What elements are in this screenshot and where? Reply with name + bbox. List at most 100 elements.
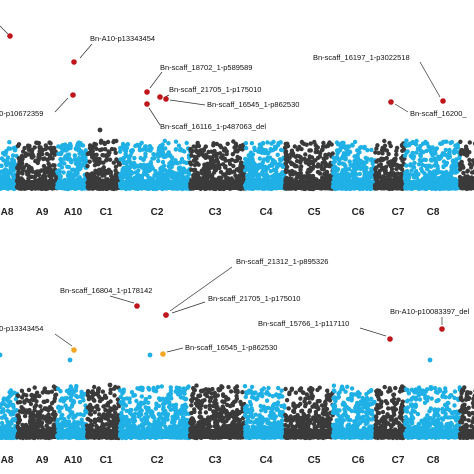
snp-point — [137, 147, 143, 153]
snp-point — [47, 140, 52, 145]
snp-point — [441, 151, 447, 156]
snp-point — [46, 161, 51, 166]
snp-point — [1, 397, 6, 402]
snp-point — [298, 165, 303, 171]
snp-point — [111, 176, 116, 181]
snp-point — [159, 169, 164, 174]
snp-point — [225, 141, 230, 146]
snp-point — [147, 168, 152, 173]
highlighted-snp — [440, 98, 446, 104]
chromosome-label: A8 — [1, 207, 14, 218]
snp-point — [230, 152, 235, 157]
snp-point — [160, 159, 166, 165]
snp-point — [404, 163, 409, 168]
snp-point — [447, 147, 452, 153]
snp-point — [112, 147, 117, 152]
highlighted-snp — [7, 33, 13, 39]
top-snp-points — [0, 127, 474, 192]
snp-point — [171, 161, 177, 166]
snp-point — [406, 143, 412, 148]
snp-point — [273, 145, 278, 150]
chromosome-label: C6 — [352, 207, 365, 218]
snp-point — [278, 147, 284, 153]
snp-point — [87, 159, 92, 164]
snp-point — [465, 169, 470, 174]
snp-point — [176, 165, 182, 171]
highlighted-snp — [163, 96, 169, 102]
snp-point — [212, 163, 217, 168]
snp-point — [377, 163, 382, 168]
snp-point — [85, 163, 90, 169]
snp-point — [18, 164, 23, 169]
snp-point — [192, 162, 198, 168]
snp-point — [27, 143, 32, 149]
snp-point — [125, 142, 131, 147]
top-annotations: Bn-A10-p1334345410-p10672359Bn-scaff_187… — [0, 25, 467, 131]
snp-point — [119, 145, 125, 150]
snp-point — [322, 156, 327, 161]
snp-point — [357, 164, 362, 169]
snp-point — [113, 172, 118, 177]
snp-point — [136, 168, 141, 173]
snp-point — [319, 165, 324, 170]
snp-point — [467, 157, 472, 163]
snp-point — [388, 143, 393, 149]
snp-point — [166, 141, 171, 146]
snp-point — [248, 155, 253, 160]
top-manhattan-panel: A8 A9 A10 C1 C2 C3 C4 C5 C6 C7 C8 Bn-A10-p13343454… — [0, 25, 474, 218]
snp-point — [194, 175, 199, 181]
snp-point — [91, 156, 97, 161]
snp-point — [204, 163, 209, 168]
snp-point — [188, 162, 194, 167]
snp-point — [65, 157, 71, 162]
snp-point — [404, 138, 409, 143]
snp-point — [331, 160, 336, 165]
snp-annotation-label: Bn-scaff_18702_1-p589589 — [160, 63, 252, 72]
snp-point — [275, 152, 280, 157]
snp-point — [339, 140, 345, 146]
snp-point — [343, 144, 348, 149]
snp-point — [0, 172, 2, 178]
snp-baseline-band — [0, 180, 17, 190]
snp-point — [362, 145, 367, 151]
snp-point — [277, 172, 283, 177]
snp-point — [4, 162, 9, 168]
snp-point — [118, 157, 123, 162]
snp-point — [38, 404, 43, 409]
snp-point — [0, 163, 4, 169]
snp-point — [435, 163, 440, 169]
snp-point — [93, 175, 98, 181]
snp-point — [252, 165, 257, 170]
snp-point — [37, 145, 43, 151]
snp-point — [59, 157, 64, 162]
snp-point — [4, 403, 9, 408]
snp-point — [243, 145, 249, 151]
snp-point — [66, 164, 72, 170]
snp-point — [310, 166, 315, 171]
snp-baseline-band — [190, 180, 245, 190]
snp-point — [319, 148, 325, 153]
snp-point — [321, 140, 326, 146]
annotation-leader-line — [419, 61, 441, 98]
snp-point — [106, 149, 111, 154]
snp-point — [103, 147, 108, 152]
snp-point — [269, 141, 274, 146]
snp-point — [384, 148, 390, 153]
snp-point — [261, 166, 266, 171]
snp-point — [348, 149, 353, 155]
snp-point — [30, 152, 35, 157]
snp-point — [62, 161, 67, 166]
snp-point — [374, 159, 379, 164]
snp-point — [467, 161, 473, 167]
snp-point — [102, 140, 107, 146]
snp-point — [339, 156, 344, 161]
snp-point — [415, 146, 421, 151]
chromosome-label: A10 — [64, 207, 83, 218]
snp-point — [107, 157, 113, 162]
snp-baseline-band — [57, 180, 87, 190]
snp-point — [158, 172, 163, 178]
snp-point — [317, 171, 323, 176]
snp-point — [166, 153, 171, 158]
snp-point — [408, 163, 413, 168]
snp-point — [217, 165, 222, 171]
